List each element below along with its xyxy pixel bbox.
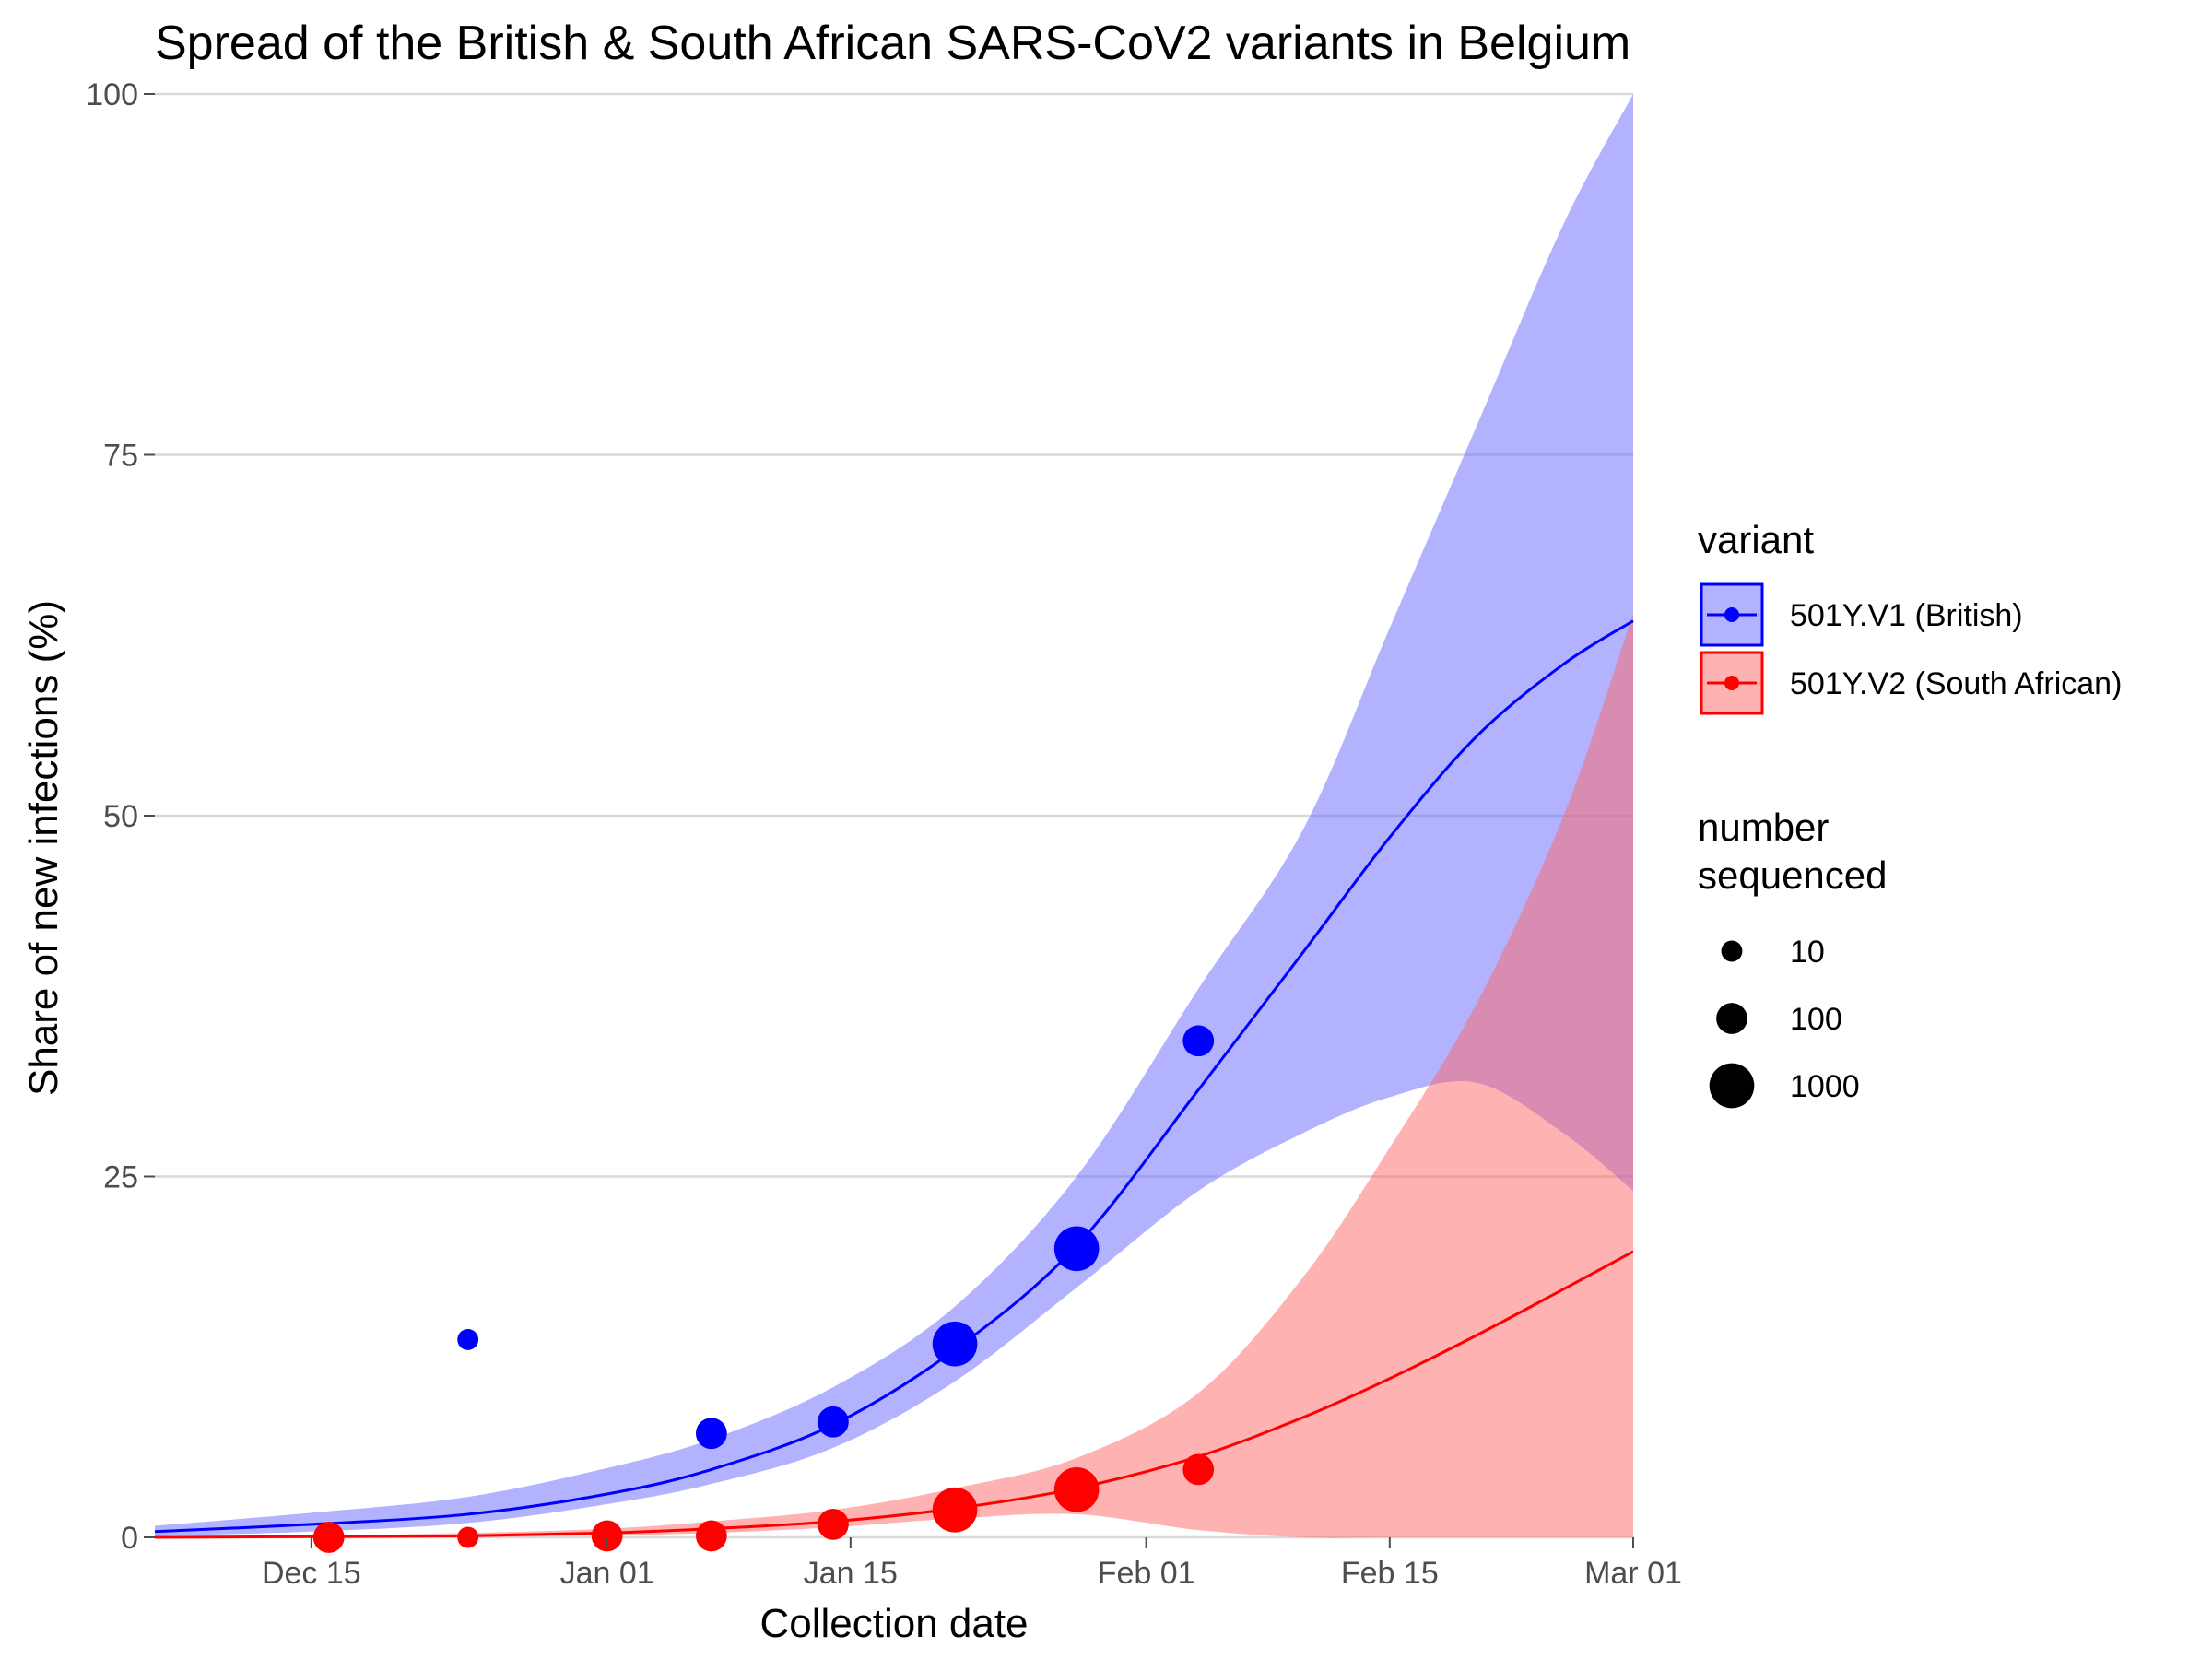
data-point-british-4 xyxy=(932,1321,978,1367)
data-point-british-1 xyxy=(457,1329,479,1350)
y-tick-label-50: 50 xyxy=(103,799,138,834)
fit-line-british xyxy=(154,619,1634,1534)
data-point-south-african-2 xyxy=(591,1520,623,1552)
x-tick-label-jan-15: Jan 15 xyxy=(804,1556,898,1591)
legend-title-size-line-1: sequenced xyxy=(1698,853,1888,897)
confidence-band-south-african xyxy=(155,613,1633,1538)
data-point-south-african-1 xyxy=(457,1526,479,1548)
data-point-british-3 xyxy=(818,1406,849,1438)
data-point-south-african-3 xyxy=(695,1520,727,1552)
chart-title: Spread of the British & South African SA… xyxy=(155,17,1630,70)
data-point-south-african-7 xyxy=(1182,1453,1215,1486)
data-point-south-african-6 xyxy=(1053,1467,1100,1512)
confidence-bands xyxy=(155,94,1633,1538)
y-tick-label-0: 0 xyxy=(121,1521,138,1556)
y-tick-label-100: 100 xyxy=(86,77,138,112)
legend-title-variant: variant xyxy=(1698,518,1814,561)
legend-key-dot-british xyxy=(1724,607,1739,622)
y-tick-label-25: 25 xyxy=(103,1160,138,1195)
legend-title-size-line-0: number xyxy=(1698,806,1829,849)
data-point-south-african-4 xyxy=(818,1509,849,1540)
x-axis: Dec 15 Jan 01 Jan 15 Feb 01 Feb 15 Mar 01 xyxy=(262,1537,1682,1591)
x-tick-label-feb-01: Feb 01 xyxy=(1098,1556,1195,1591)
x-tick-label-jan-01: Jan 01 xyxy=(560,1556,654,1591)
y-axis: 0 25 50 75 100 xyxy=(86,77,155,1556)
legend-size-label-1000: 1000 xyxy=(1790,1069,1860,1104)
legend-size-dot-1000 xyxy=(1709,1063,1755,1109)
data-point-british-5 xyxy=(1053,1226,1100,1272)
data-point-south-african-0 xyxy=(312,1522,345,1553)
legend-key-dot-south-african xyxy=(1724,676,1739,690)
legend-size-label-10: 10 xyxy=(1790,935,1825,970)
data-point-british-2 xyxy=(695,1418,727,1450)
data-point-british-6 xyxy=(1182,1025,1215,1057)
legend-size-label-100: 100 xyxy=(1790,1002,1842,1037)
legend-size-dot-100 xyxy=(1716,1003,1747,1034)
legend: variant 501Y.V1 (British) 501Y.V2 (South A… xyxy=(1698,518,2122,1109)
legend-label-british: 501Y.V1 (British) xyxy=(1790,598,2023,633)
y-axis-title: Share of new infections (%) xyxy=(21,600,66,1096)
data-points xyxy=(312,1025,1215,1553)
x-tick-label-mar-01: Mar 01 xyxy=(1584,1556,1682,1591)
y-tick-label-75: 75 xyxy=(103,439,138,474)
x-tick-label-dec-15: Dec 15 xyxy=(262,1556,361,1591)
data-point-south-african-5 xyxy=(932,1487,978,1533)
legend-label-south-african: 501Y.V2 (South African) xyxy=(1790,666,2122,701)
x-tick-label-feb-15: Feb 15 xyxy=(1341,1556,1439,1591)
confidence-band-british xyxy=(155,94,1633,1536)
x-axis-title: Collection date xyxy=(759,1601,1028,1646)
legend-size-dot-10 xyxy=(1721,940,1743,962)
